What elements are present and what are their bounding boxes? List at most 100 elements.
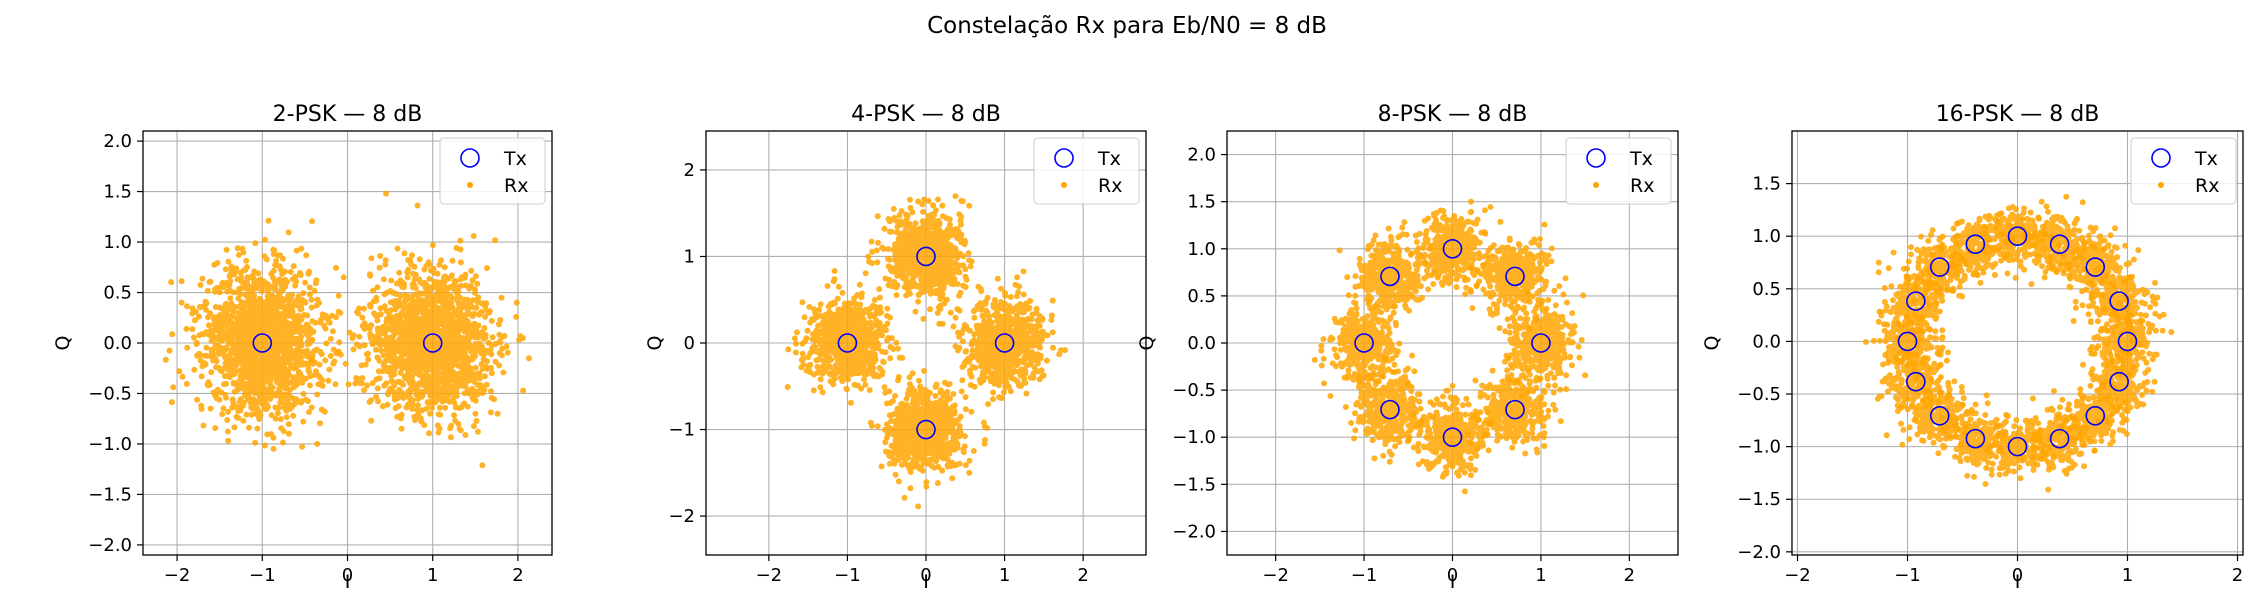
x-tick-label: −1 <box>1351 565 1378 586</box>
y-tick-label: −1.5 <box>1172 474 1216 495</box>
tx-point <box>916 419 936 440</box>
tx-point <box>1354 333 1374 353</box>
legend: Tx Rx <box>2130 137 2237 205</box>
tx-point <box>916 246 936 267</box>
ticks: −2 −1 0 1 2 −2.0 −1.5 −1.0 −0.5 0.0 0.5 1.0 1.5 2.0 <box>88 131 523 586</box>
x-tick-label: 2 <box>1077 565 1088 586</box>
x-tick-label: 1 <box>1535 565 1546 586</box>
y-tick-label: 1.5 <box>103 182 132 203</box>
tx-point <box>2109 371 2129 392</box>
tx-point <box>2049 234 2070 255</box>
y-tick-label: 0.5 <box>1752 279 1781 300</box>
tx-point <box>2085 406 2106 426</box>
y-tick-label: −2 <box>668 506 695 527</box>
tx-point <box>1906 371 1926 392</box>
x-tick-label: −2 <box>1262 565 1289 586</box>
tx-point <box>2085 257 2106 277</box>
rx-points <box>2077 340 2158 426</box>
rx-point-cloud <box>1311 198 1589 495</box>
legend-tx-marker <box>1054 148 1074 168</box>
legend: Tx Rx <box>439 137 546 205</box>
rx-points <box>2055 370 2134 454</box>
legend-rx-marker <box>1061 182 1067 188</box>
y-tick-label: 2.0 <box>103 131 132 152</box>
y-tick-label: 1.0 <box>1752 226 1781 247</box>
subplot-title: 16-PSK — 8 dB <box>1936 102 2100 127</box>
legend-rx-marker <box>1593 182 1599 188</box>
legend-box <box>1033 137 1140 205</box>
tx-point <box>1442 238 1463 259</box>
y-tick-label: 1 <box>684 246 695 267</box>
legend-box <box>439 137 546 205</box>
tx-point <box>1929 257 1950 277</box>
rx-points <box>1461 218 1569 332</box>
tx-markers <box>1354 238 1551 448</box>
subplot-title: 2-PSK — 8 dB <box>273 102 423 127</box>
y-tick-label: 0.5 <box>1187 286 1216 307</box>
x-tick-label: −1 <box>1894 565 1921 586</box>
rx-points <box>1885 220 1987 309</box>
legend-tx-marker <box>1586 148 1606 168</box>
rx-points <box>1979 198 2062 281</box>
y-tick-label: −0.5 <box>88 383 132 404</box>
rx-points <box>1341 356 1437 465</box>
legend-rx-label: Rx <box>1630 175 1654 197</box>
legend-rx-marker <box>2158 182 2164 188</box>
rx-point-cloud <box>1862 193 2175 493</box>
x-tick-label: 2 <box>1624 565 1635 586</box>
y-tick-label: −1.0 <box>1172 427 1216 448</box>
rx-points <box>2053 224 2137 311</box>
y-axis-label: Q <box>644 336 666 351</box>
legend-tx-label: Tx <box>2194 148 2218 170</box>
y-tick-label: −0.5 <box>1737 384 1781 405</box>
legend-box <box>2130 137 2237 205</box>
y-tick-label: 0 <box>684 333 695 354</box>
legend-rx-label: Rx <box>2195 175 2219 197</box>
rx-points <box>162 217 375 452</box>
tx-markers <box>252 333 443 353</box>
rx-points <box>1401 198 1497 298</box>
tx-markers <box>837 246 1015 440</box>
x-axis-label: I <box>1450 571 1456 593</box>
legend-tx-label: Tx <box>1629 148 1653 170</box>
tx-point <box>2109 291 2129 311</box>
tx-point <box>252 333 273 353</box>
rx-points <box>1874 342 1952 424</box>
tx-point <box>1442 427 1463 448</box>
ticks: −2 −1 0 1 2 −2 −1 0 1 2 <box>668 160 1088 586</box>
x-tick-label: 0 <box>920 565 931 586</box>
tx-point <box>1897 331 1918 352</box>
y-axis-label: Q <box>52 336 74 351</box>
legend-rx-marker <box>467 182 473 188</box>
x-tick-label: 0 <box>1447 565 1458 586</box>
legend-box <box>1565 137 1672 205</box>
tx-point <box>1380 266 1400 287</box>
rx-points <box>1964 406 2057 493</box>
x-tick-label: 2 <box>512 565 523 586</box>
y-tick-label: 1.5 <box>1752 174 1781 195</box>
rx-point-cloud <box>162 190 532 469</box>
x-tick-label: 0 <box>2012 565 2023 586</box>
y-tick-label: 0.0 <box>1187 333 1216 354</box>
x-axis-label: I <box>923 571 929 593</box>
y-tick-label: 1.0 <box>103 232 132 253</box>
x-tick-label: −2 <box>1784 565 1811 586</box>
rx-points <box>1496 288 1589 399</box>
x-axis-label: I <box>2015 571 2021 593</box>
y-tick-label: −1.0 <box>1737 437 1781 458</box>
legend: Tx Rx <box>1565 137 1672 205</box>
x-tick-label: 1 <box>427 565 438 586</box>
legend-tx-label: Tx <box>1097 148 1121 170</box>
rx-points <box>308 190 532 469</box>
rx-points <box>1862 297 1952 382</box>
legend-rx-label: Rx <box>504 175 528 197</box>
rx-points <box>934 268 1068 408</box>
x-tick-label: −1 <box>834 565 861 586</box>
subplot-title: 8-PSK — 8 dB <box>1378 102 1528 127</box>
tx-point <box>1380 399 1400 420</box>
legend-tx-marker <box>460 148 480 168</box>
y-tick-label: 0.5 <box>103 283 132 304</box>
y-tick-label: −2.0 <box>88 535 132 556</box>
tx-point <box>994 333 1015 353</box>
y-tick-label: 0.0 <box>1752 331 1781 352</box>
